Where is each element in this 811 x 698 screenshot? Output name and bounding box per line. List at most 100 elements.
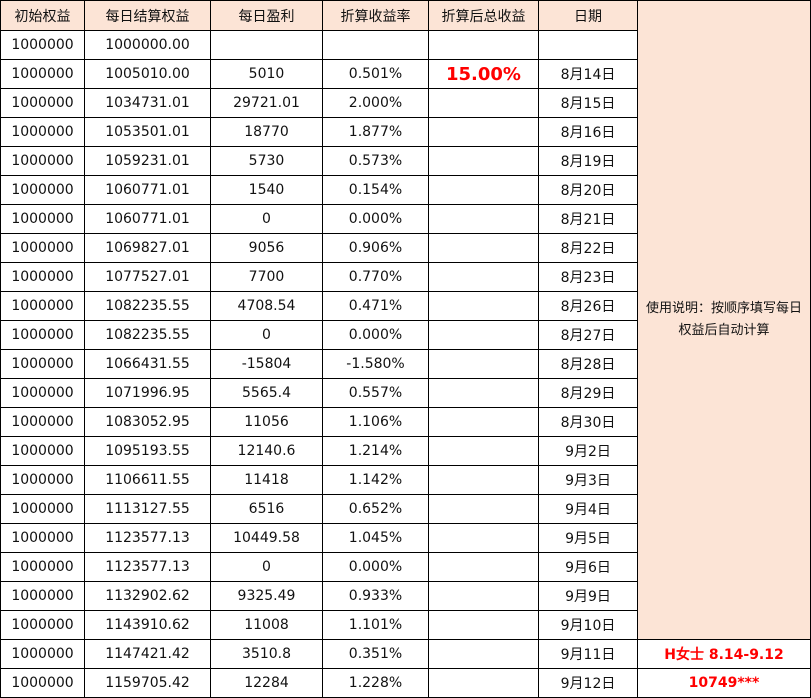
cell-date[interactable]: 8月14日	[538, 59, 638, 89]
header-initial-equity[interactable]: 初始权益	[0, 0, 85, 31]
cell-initial-equity[interactable]: 1000000	[0, 233, 85, 263]
cell-daily-profit[interactable]: 12284	[210, 668, 323, 698]
cell-initial-equity[interactable]: 1000000	[0, 349, 85, 379]
cell-daily-profit[interactable]: 5565.4	[210, 378, 323, 408]
cell-daily-equity[interactable]: 1034731.01	[84, 88, 211, 118]
cell-daily-profit[interactable]: 4708.54	[210, 291, 323, 321]
cell-daily-equity[interactable]: 1000000.00	[84, 30, 211, 60]
cell-total-return[interactable]	[428, 320, 539, 350]
cell-return-rate[interactable]: 0.933%	[322, 581, 429, 611]
cell-daily-profit[interactable]: 5730	[210, 146, 323, 176]
cell-total-return[interactable]	[428, 204, 539, 234]
client-name-period[interactable]: H女士 8.14-9.12	[637, 639, 811, 669]
cell-daily-equity[interactable]: 1060771.01	[84, 175, 211, 205]
cell-date[interactable]: 8月29日	[538, 378, 638, 408]
cell-initial-equity[interactable]: 1000000	[0, 610, 85, 640]
cell-date[interactable]: 9月4日	[538, 494, 638, 524]
cell-initial-equity[interactable]: 1000000	[0, 320, 85, 350]
cell-total-return[interactable]	[428, 668, 539, 698]
cell-initial-equity[interactable]: 1000000	[0, 639, 85, 669]
cell-initial-equity[interactable]: 1000000	[0, 494, 85, 524]
cell-return-rate[interactable]: 0.000%	[322, 204, 429, 234]
cell-total-return[interactable]	[428, 349, 539, 379]
cell-date[interactable]: 9月2日	[538, 436, 638, 466]
cell-total-return[interactable]	[428, 175, 539, 205]
cell-daily-profit[interactable]: 3510.8	[210, 639, 323, 669]
cell-daily-profit[interactable]	[210, 30, 323, 60]
cell-return-rate[interactable]: 0.770%	[322, 262, 429, 292]
cell-date[interactable]: 8月30日	[538, 407, 638, 437]
cell-daily-equity[interactable]: 1053501.01	[84, 117, 211, 147]
cell-initial-equity[interactable]: 1000000	[0, 146, 85, 176]
cell-initial-equity[interactable]: 1000000	[0, 204, 85, 234]
cell-daily-equity[interactable]: 1082235.55	[84, 291, 211, 321]
cell-return-rate[interactable]: 2.000%	[322, 88, 429, 118]
cell-total-return[interactable]	[428, 465, 539, 495]
cell-initial-equity[interactable]: 1000000	[0, 59, 85, 89]
cell-return-rate[interactable]: 0.471%	[322, 291, 429, 321]
cell-daily-equity[interactable]: 1143910.62	[84, 610, 211, 640]
cell-daily-equity[interactable]: 1123577.13	[84, 523, 211, 553]
cell-total-return[interactable]	[428, 146, 539, 176]
cell-daily-equity[interactable]: 1106611.55	[84, 465, 211, 495]
cell-daily-profit[interactable]: 11418	[210, 465, 323, 495]
cell-return-rate[interactable]: 0.906%	[322, 233, 429, 263]
cell-initial-equity[interactable]: 1000000	[0, 465, 85, 495]
cell-daily-equity[interactable]: 1077527.01	[84, 262, 211, 292]
cell-initial-equity[interactable]: 1000000	[0, 407, 85, 437]
cell-total-return[interactable]	[428, 581, 539, 611]
cell-daily-profit[interactable]: 7700	[210, 262, 323, 292]
cell-initial-equity[interactable]: 1000000	[0, 291, 85, 321]
cell-daily-profit[interactable]: 0	[210, 320, 323, 350]
cell-return-rate[interactable]	[322, 30, 429, 60]
cell-daily-profit[interactable]: 5010	[210, 59, 323, 89]
cell-return-rate[interactable]: 0.573%	[322, 146, 429, 176]
cell-daily-equity[interactable]: 1132902.62	[84, 581, 211, 611]
cell-date[interactable]: 9月9日	[538, 581, 638, 611]
cell-initial-equity[interactable]: 1000000	[0, 175, 85, 205]
cell-return-rate[interactable]: 1.228%	[322, 668, 429, 698]
cell-date[interactable]: 9月11日	[538, 639, 638, 669]
cell-daily-profit[interactable]: 29721.01	[210, 88, 323, 118]
cell-daily-equity[interactable]: 1066431.55	[84, 349, 211, 379]
cell-daily-profit[interactable]: 0	[210, 552, 323, 582]
cell-daily-equity[interactable]: 1059231.01	[84, 146, 211, 176]
client-id[interactable]: 10749***	[637, 668, 811, 698]
header-return-rate[interactable]: 折算收益率	[322, 0, 429, 31]
cell-daily-equity[interactable]: 1113127.55	[84, 494, 211, 524]
cell-total-return[interactable]	[428, 494, 539, 524]
cell-daily-profit[interactable]: 9056	[210, 233, 323, 263]
cell-daily-equity[interactable]: 1071996.95	[84, 378, 211, 408]
cell-return-rate[interactable]: 1.106%	[322, 407, 429, 437]
cell-total-return[interactable]	[428, 233, 539, 263]
header-daily-profit[interactable]: 每日盈利	[210, 0, 323, 31]
cell-date[interactable]: 8月20日	[538, 175, 638, 205]
cell-total-return[interactable]	[428, 291, 539, 321]
cell-date[interactable]: 9月3日	[538, 465, 638, 495]
cell-daily-profit[interactable]: -15804	[210, 349, 323, 379]
cell-return-rate[interactable]: 0.000%	[322, 552, 429, 582]
cell-total-return[interactable]	[428, 262, 539, 292]
cell-total-return[interactable]	[428, 639, 539, 669]
cell-date[interactable]: 9月6日	[538, 552, 638, 582]
cell-return-rate[interactable]: -1.580%	[322, 349, 429, 379]
cell-daily-equity[interactable]: 1069827.01	[84, 233, 211, 263]
cell-return-rate[interactable]: 1.045%	[322, 523, 429, 553]
cell-daily-profit[interactable]: 9325.49	[210, 581, 323, 611]
cell-total-return[interactable]	[428, 117, 539, 147]
cell-return-rate[interactable]: 0.501%	[322, 59, 429, 89]
cell-daily-equity[interactable]: 1060771.01	[84, 204, 211, 234]
cell-date[interactable]: 8月27日	[538, 320, 638, 350]
cell-daily-profit[interactable]: 11008	[210, 610, 323, 640]
cell-return-rate[interactable]: 1.877%	[322, 117, 429, 147]
cell-initial-equity[interactable]: 1000000	[0, 117, 85, 147]
cell-date[interactable]	[538, 30, 638, 60]
cell-daily-equity[interactable]: 1082235.55	[84, 320, 211, 350]
cell-total-return[interactable]	[428, 610, 539, 640]
cell-daily-equity[interactable]: 1095193.55	[84, 436, 211, 466]
header-daily-equity[interactable]: 每日结算权益	[84, 0, 211, 31]
cell-daily-profit[interactable]: 10449.58	[210, 523, 323, 553]
cell-total-return[interactable]	[428, 407, 539, 437]
cell-total-return[interactable]	[428, 436, 539, 466]
cell-initial-equity[interactable]: 1000000	[0, 262, 85, 292]
